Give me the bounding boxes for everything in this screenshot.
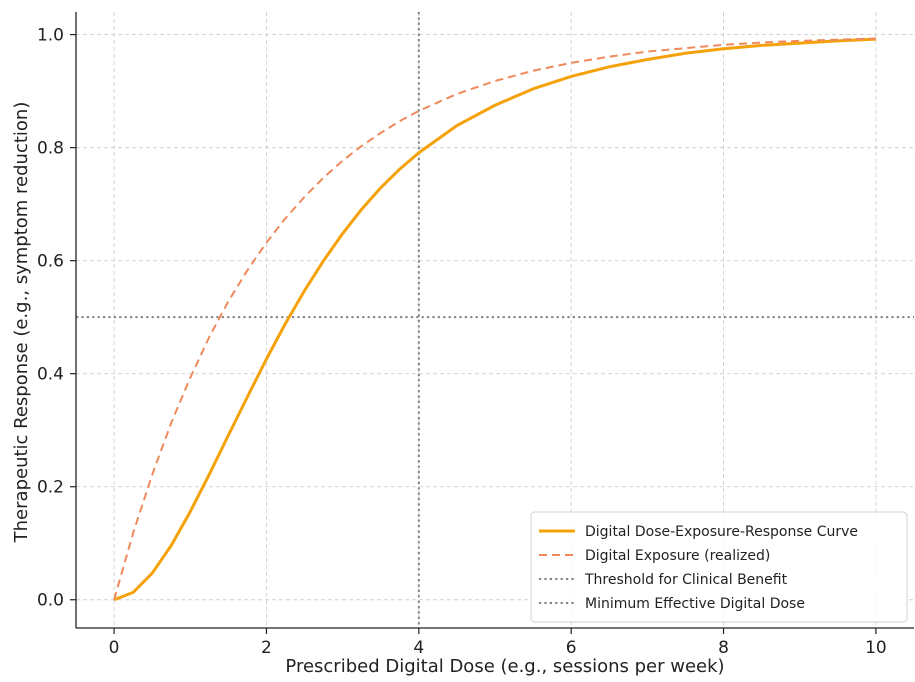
x-axis-label: Prescribed Digital Dose (e.g., sessions … — [285, 656, 724, 677]
exposure-curve — [113, 37, 876, 601]
x-tick-label: 2 — [261, 638, 272, 658]
x-tick-label: 0 — [109, 638, 120, 658]
y-tick-label: 0.4 — [37, 365, 64, 385]
x-tick-label: 4 — [413, 638, 424, 658]
legend-label: Threshold for Clinical Benefit — [584, 572, 788, 588]
series-layer — [113, 37, 876, 602]
y-tick-label: 0.2 — [37, 478, 64, 498]
legend-label: Digital Exposure (realized) — [585, 548, 770, 564]
x-tick-label: 6 — [566, 638, 577, 658]
y-axis-label: Therapeutic Response (e.g., symptom redu… — [11, 102, 32, 544]
reference-lines — [76, 12, 914, 628]
legend: Digital Dose-Exposure-Response Curve Digi… — [530, 511, 908, 623]
response-curve — [113, 37, 876, 602]
legend-label: Minimum Effective Digital Dose — [585, 596, 805, 612]
y-tick-label: 0.8 — [37, 139, 64, 159]
tick-labels: 0 2 4 6 8 10 0.0 0.2 0.4 0.6 0.8 1.0 — [37, 26, 887, 658]
y-tick-label: 1.0 — [37, 26, 64, 46]
y-tick-label: 0.0 — [37, 591, 64, 611]
x-tick-label: 10 — [865, 638, 887, 658]
y-tick-label: 0.6 — [37, 252, 64, 272]
legend-box — [530, 511, 908, 623]
legend-label: Digital Dose-Exposure-Response Curve — [585, 524, 858, 540]
axes-layer — [70, 12, 914, 634]
x-tick-label: 8 — [718, 638, 729, 658]
